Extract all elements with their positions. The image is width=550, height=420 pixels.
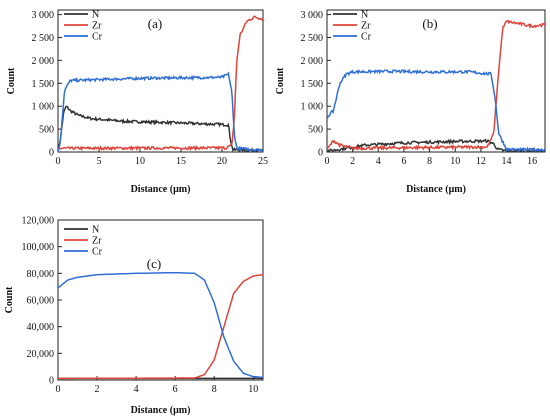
y-tick-label: 0 xyxy=(318,148,323,159)
x-tick-label: 4 xyxy=(376,156,381,167)
y-tick-label: 2 000 xyxy=(301,56,324,67)
x-axis-title: Distance (μm) xyxy=(131,184,191,195)
y-tick-label: 1 500 xyxy=(301,79,324,90)
panel-label: (c) xyxy=(147,256,161,271)
y-axis-title: Count xyxy=(4,286,15,313)
y-axis-title: Count xyxy=(275,67,286,94)
x-tick-label: 15 xyxy=(176,156,186,167)
y-tick-label: 80,000 xyxy=(27,269,55,280)
chart-panel: 0 2 4 6 8 10 0 20,000 40,000 60,000 80,000 100,000 1… xyxy=(4,216,264,416)
y-tick-label: 100,000 xyxy=(22,242,55,253)
legend-label-n: N xyxy=(361,10,368,21)
series-line-zr xyxy=(58,15,263,152)
panel-label: (a) xyxy=(148,16,162,31)
x-tick-label: 0 xyxy=(325,156,330,167)
legend-label-cr: Cr xyxy=(361,32,372,43)
series-line-cr xyxy=(58,71,263,152)
series-line-zr xyxy=(58,273,263,380)
y-tick-label: 60,000 xyxy=(27,296,55,307)
y-tick-label: 0 xyxy=(49,376,54,387)
x-tick-label: 6 xyxy=(173,384,178,395)
series-line-n xyxy=(58,105,263,152)
x-tick-label: 4 xyxy=(134,384,139,395)
x-axis-title: Distance (μm) xyxy=(131,405,191,416)
y-tick-label: 500 xyxy=(308,125,323,136)
legend-label-n: N xyxy=(92,225,99,236)
x-tick-label: 0 xyxy=(56,384,61,395)
x-tick-label: 0 xyxy=(56,156,61,167)
y-tick-label: 2 000 xyxy=(32,56,55,67)
x-tick-label: 20 xyxy=(217,156,227,167)
y-tick-label: 3 000 xyxy=(32,10,55,21)
x-tick-label: 14 xyxy=(502,156,512,167)
y-tick-label: 3 000 xyxy=(301,10,324,21)
y-tick-label: 2 500 xyxy=(32,33,55,44)
x-tick-label: 5 xyxy=(97,156,102,167)
y-tick-label: 2 500 xyxy=(301,33,324,44)
y-tick-label: 1 000 xyxy=(301,102,324,113)
y-tick-label: 20,000 xyxy=(27,349,55,360)
chart-panel: 0 2 4 6 8 10 12 14 16 0 500 1 000 1 500 2 000 2 500 3 0… xyxy=(275,9,546,195)
legend-label-zr: Zr xyxy=(92,236,102,247)
x-tick-label: 10 xyxy=(248,384,258,395)
plot-frame xyxy=(57,9,264,153)
x-tick-label: 8 xyxy=(212,384,217,395)
y-tick-label: 0 xyxy=(49,148,54,159)
legend-label-n: N xyxy=(92,10,99,21)
y-tick-label: 500 xyxy=(39,125,54,136)
series-line-zr xyxy=(327,19,545,151)
legend-label-zr: Zr xyxy=(92,21,102,32)
x-tick-label: 12 xyxy=(476,156,486,167)
series-line-cr xyxy=(58,271,263,379)
y-tick-label: 1 000 xyxy=(32,102,55,113)
x-tick-label: 2 xyxy=(350,156,355,167)
y-axis-title: Count xyxy=(6,67,17,94)
y-tick-label: 40,000 xyxy=(27,322,55,333)
chart-panel: 0 5 10 15 20 25 0 500 1 000 1 500 2 000 2 500 3 000 D… xyxy=(6,9,268,195)
x-tick-label: 16 xyxy=(527,156,537,167)
y-tick-label: 1 500 xyxy=(32,79,55,90)
x-tick-label: 8 xyxy=(427,156,432,167)
series-line-cr xyxy=(327,68,545,152)
x-tick-label: 25 xyxy=(258,156,268,167)
y-tick-label: 120,000 xyxy=(22,216,55,227)
x-tick-label: 10 xyxy=(450,156,460,167)
panel-label: (b) xyxy=(422,16,437,31)
x-axis-title: Distance (μm) xyxy=(406,184,466,195)
legend-label-cr: Cr xyxy=(92,32,103,43)
legend-label-zr: Zr xyxy=(361,21,371,32)
x-tick-label: 6 xyxy=(401,156,406,167)
x-tick-label: 10 xyxy=(135,156,145,167)
plot-frame xyxy=(326,9,546,153)
x-tick-label: 2 xyxy=(95,384,100,395)
legend-label-cr: Cr xyxy=(92,247,103,258)
